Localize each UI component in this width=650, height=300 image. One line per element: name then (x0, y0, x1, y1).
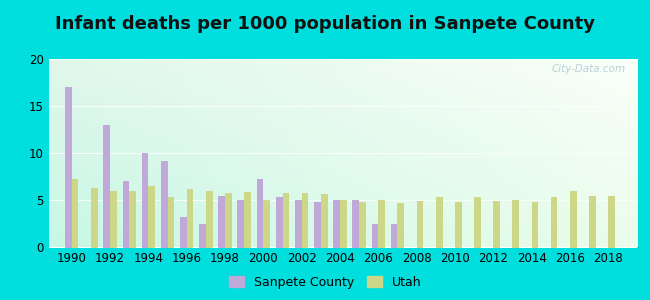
Bar (532, 202, 538, 248)
Bar (359, 202, 366, 248)
Bar (65, 87, 72, 247)
Bar (263, 200, 270, 247)
Bar (72, 179, 79, 248)
Bar (295, 200, 302, 247)
Bar (142, 153, 148, 248)
Text: Infant deaths per 1000 population in Sanpete County: Infant deaths per 1000 population in San… (55, 15, 595, 33)
Bar (187, 189, 194, 248)
Bar (321, 194, 328, 247)
Bar (302, 193, 308, 247)
Bar (161, 160, 168, 247)
Text: City-Data.com: City-Data.com (551, 64, 625, 74)
Bar (455, 202, 461, 248)
Bar (237, 200, 244, 247)
Bar (551, 197, 558, 248)
Bar (589, 196, 596, 247)
Bar (218, 196, 225, 247)
Bar (417, 201, 423, 248)
Bar (206, 191, 213, 248)
Bar (180, 217, 187, 247)
Bar (398, 203, 404, 248)
Bar (276, 197, 283, 248)
Bar (244, 192, 251, 248)
Bar (199, 224, 206, 248)
Bar (129, 191, 136, 248)
Bar (436, 197, 443, 248)
Bar (314, 202, 321, 248)
Bar (474, 197, 481, 248)
Bar (257, 179, 263, 248)
Bar (122, 181, 129, 248)
Bar (512, 200, 519, 247)
Bar (378, 200, 385, 247)
Bar (91, 188, 98, 247)
Bar (333, 200, 340, 247)
Legend: Sanpete County, Utah: Sanpete County, Utah (224, 271, 426, 294)
Bar (372, 224, 378, 248)
Bar (570, 191, 577, 248)
Bar (168, 197, 174, 248)
Bar (283, 193, 289, 247)
Bar (391, 224, 398, 248)
Bar (608, 196, 615, 247)
Bar (225, 193, 232, 247)
Bar (103, 125, 110, 248)
Bar (493, 201, 500, 248)
Bar (352, 200, 359, 247)
Bar (340, 200, 346, 247)
Bar (110, 191, 117, 248)
Bar (148, 186, 155, 248)
